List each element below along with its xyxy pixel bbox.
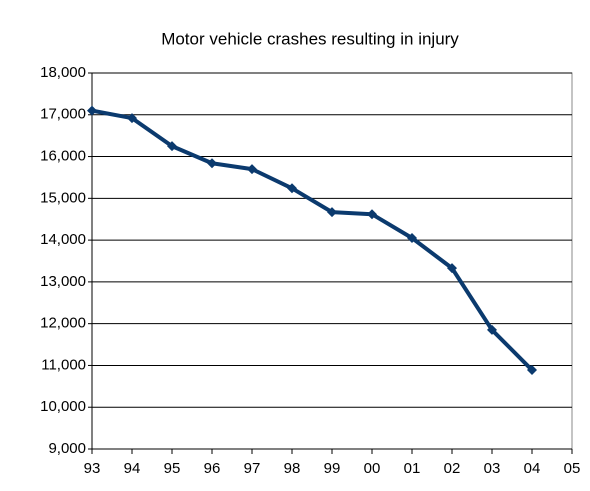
x-tick-label: 05	[564, 460, 581, 477]
y-tick-label: 18,000	[40, 64, 86, 81]
x-tick-label: 03	[484, 460, 501, 477]
data-marker	[87, 105, 97, 116]
data-marker	[167, 141, 177, 152]
data-marker	[487, 324, 497, 335]
x-tick-label: 00	[364, 460, 381, 477]
x-tick-label: 99	[324, 460, 341, 477]
y-tick-label: 9,000	[48, 440, 86, 457]
x-tick-label: 93	[84, 460, 101, 477]
x-tick-label: 94	[124, 460, 141, 477]
data-marker	[407, 233, 417, 244]
data-marker	[247, 164, 257, 175]
x-tick-label: 01	[404, 460, 421, 477]
y-tick-label: 16,000	[40, 148, 86, 165]
data-marker	[527, 365, 537, 376]
chart-title: Motor vehicle crashes resulting in injur…	[161, 29, 459, 48]
data-marker	[447, 263, 457, 274]
plot-area	[91, 72, 573, 450]
x-tick-label: 97	[244, 460, 261, 477]
data-marker	[327, 207, 337, 218]
x-tick-label: 96	[204, 460, 221, 477]
y-tick-label: 14,000	[40, 231, 86, 248]
y-tick-label: 13,000	[40, 273, 86, 290]
data-marker	[207, 158, 217, 169]
y-tick-label: 11,000	[41, 356, 86, 373]
x-tick-label: 04	[524, 460, 541, 477]
y-tick-label: 12,000	[40, 315, 86, 332]
y-tick-label: 15,000	[40, 189, 86, 206]
y-tick-label: 17,000	[40, 106, 86, 123]
data-marker	[127, 113, 137, 124]
data-marker	[367, 209, 377, 220]
y-tick-label: 10,000	[40, 398, 86, 415]
data-line	[91, 108, 534, 372]
x-tick-label: 02	[444, 460, 461, 477]
data-marker	[287, 183, 297, 194]
x-tick-label: 95	[164, 460, 181, 477]
x-tick-label: 98	[284, 460, 301, 477]
